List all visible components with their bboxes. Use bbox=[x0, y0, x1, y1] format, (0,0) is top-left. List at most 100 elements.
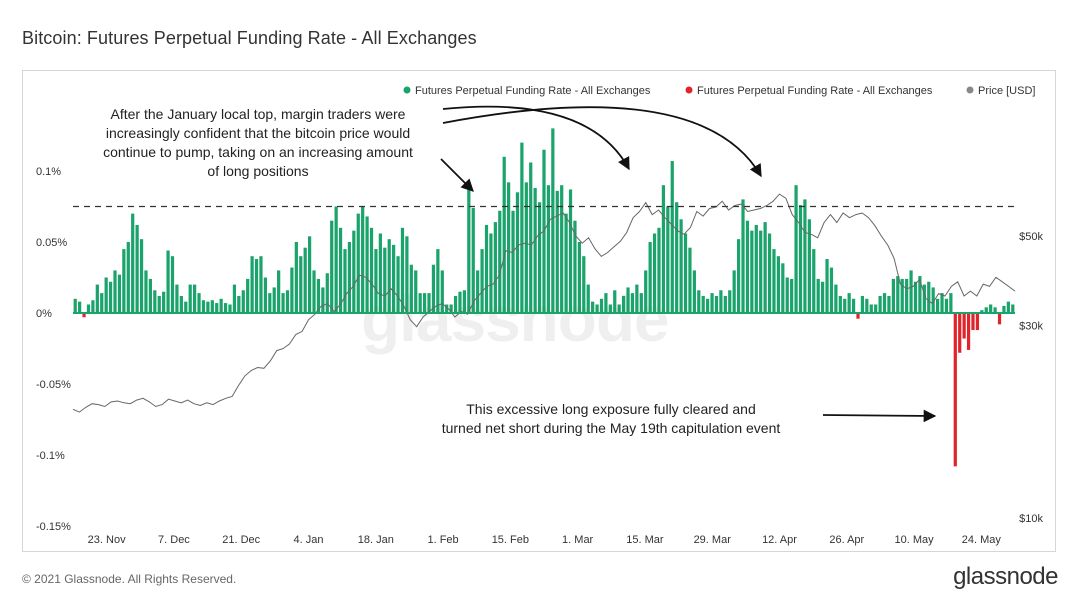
funding-rate-bar[interactable] bbox=[790, 278, 794, 313]
funding-rate-bar[interactable] bbox=[829, 267, 834, 313]
funding-rate-bar[interactable] bbox=[277, 270, 281, 313]
funding-rate-bar[interactable] bbox=[210, 300, 214, 313]
funding-rate-bar[interactable] bbox=[931, 287, 935, 313]
funding-rate-bar[interactable] bbox=[493, 222, 497, 313]
funding-rate-bar[interactable] bbox=[785, 277, 789, 314]
funding-rate-bar[interactable] bbox=[913, 281, 918, 313]
funding-rate-bar[interactable] bbox=[608, 304, 612, 313]
funding-rate-bar[interactable] bbox=[524, 182, 528, 313]
funding-rate-bar[interactable] bbox=[935, 298, 940, 313]
funding-rate-bar[interactable] bbox=[462, 290, 466, 313]
funding-rate-bar[interactable] bbox=[436, 249, 440, 313]
funding-rate-bar[interactable] bbox=[162, 291, 166, 313]
funding-rate-bar[interactable] bbox=[763, 222, 767, 313]
funding-rate-bar[interactable] bbox=[427, 293, 431, 313]
funding-rate-bar[interactable] bbox=[626, 287, 630, 313]
funding-rate-bar[interactable] bbox=[166, 250, 170, 313]
funding-rate-bar[interactable] bbox=[555, 190, 559, 313]
funding-rate-bar[interactable] bbox=[392, 244, 396, 313]
funding-rate-bar[interactable] bbox=[816, 278, 820, 313]
funding-rate-bar[interactable] bbox=[232, 284, 237, 313]
funding-rate-bar[interactable] bbox=[984, 307, 988, 313]
funding-rate-bar[interactable] bbox=[732, 270, 736, 313]
funding-rate-bar[interactable] bbox=[104, 277, 108, 314]
funding-rate-bar[interactable] bbox=[630, 293, 635, 313]
funding-rate-bar[interactable] bbox=[498, 210, 502, 313]
funding-rate-bar[interactable] bbox=[922, 284, 926, 313]
funding-rate-bar[interactable] bbox=[745, 220, 750, 313]
funding-rate-bar[interactable] bbox=[644, 270, 648, 313]
funding-rate-bar[interactable] bbox=[648, 242, 652, 313]
funding-rate-bar[interactable] bbox=[502, 156, 506, 313]
funding-rate-bar[interactable] bbox=[874, 304, 878, 313]
funding-rate-bar[interactable] bbox=[321, 287, 325, 313]
funding-rate-bar[interactable] bbox=[361, 206, 365, 314]
funding-rate-bar[interactable] bbox=[944, 298, 949, 313]
funding-rate-bar[interactable] bbox=[971, 313, 975, 331]
funding-rate-bar[interactable] bbox=[467, 185, 471, 313]
funding-rate-bar[interactable] bbox=[776, 256, 780, 313]
funding-rate-bar[interactable] bbox=[891, 278, 895, 313]
funding-rate-bar[interactable] bbox=[856, 313, 860, 319]
funding-rate-bar[interactable] bbox=[692, 270, 696, 313]
funding-rate-bar[interactable] bbox=[940, 293, 944, 313]
funding-rate-bar[interactable] bbox=[396, 256, 400, 313]
funding-rate-bar[interactable] bbox=[688, 247, 692, 313]
funding-rate-bar[interactable] bbox=[980, 310, 984, 313]
funding-rate-bar[interactable] bbox=[834, 284, 838, 313]
funding-rate-bar[interactable] bbox=[847, 293, 851, 313]
funding-rate-bar[interactable] bbox=[599, 298, 604, 313]
funding-rate-bar[interactable] bbox=[821, 281, 825, 313]
funding-rate-bar[interactable] bbox=[577, 242, 581, 313]
funding-rate-bar[interactable] bbox=[193, 284, 197, 313]
funding-rate-bar[interactable] bbox=[365, 216, 369, 313]
funding-rate-bar[interactable] bbox=[975, 313, 980, 331]
funding-rate-bar[interactable] bbox=[347, 242, 352, 313]
funding-rate-bar[interactable] bbox=[807, 219, 811, 313]
funding-rate-bar[interactable] bbox=[135, 224, 139, 313]
funding-rate-bar[interactable] bbox=[741, 199, 745, 313]
funding-rate-bar[interactable] bbox=[754, 224, 758, 313]
funding-rate-bar[interactable] bbox=[537, 202, 542, 313]
funding-rate-bar[interactable] bbox=[383, 247, 387, 313]
funding-rate-bar[interactable] bbox=[299, 256, 303, 313]
funding-rate-bar[interactable] bbox=[369, 227, 374, 313]
funding-rate-bar[interactable] bbox=[241, 290, 245, 313]
funding-rate-bar[interactable] bbox=[781, 263, 785, 313]
funding-rate-bar[interactable] bbox=[586, 284, 590, 313]
funding-rate-bar[interactable] bbox=[484, 224, 489, 313]
funding-rate-bar[interactable] bbox=[604, 293, 608, 313]
funding-rate-bar[interactable] bbox=[515, 192, 520, 313]
funding-rate-bar[interactable] bbox=[997, 313, 1002, 325]
funding-rate-bar[interactable] bbox=[838, 295, 842, 313]
funding-rate-bar[interactable] bbox=[113, 270, 117, 313]
funding-rate-bar[interactable] bbox=[206, 301, 210, 313]
funding-rate-bar[interactable] bbox=[126, 242, 130, 313]
funding-rate-bar[interactable] bbox=[414, 270, 418, 313]
funding-rate-bar[interactable] bbox=[268, 293, 272, 313]
funding-rate-bar[interactable] bbox=[949, 293, 953, 313]
funding-rate-bar[interactable] bbox=[453, 295, 458, 313]
funding-rate-bar[interactable] bbox=[582, 256, 586, 313]
funding-rate-bar[interactable] bbox=[312, 270, 316, 313]
funding-rate-bar[interactable] bbox=[661, 185, 666, 313]
funding-rate-bar[interactable] bbox=[869, 304, 873, 313]
funding-rate-bar[interactable] bbox=[197, 293, 201, 313]
funding-rate-bar[interactable] bbox=[82, 313, 86, 318]
funding-rate-bar[interactable] bbox=[409, 264, 413, 313]
funding-rate-bar[interactable] bbox=[1002, 305, 1006, 313]
funding-rate-bar[interactable] bbox=[719, 290, 723, 313]
funding-rate-bar[interactable] bbox=[489, 233, 493, 313]
price-line[interactable] bbox=[72, 193, 1016, 413]
funding-rate-bar[interactable] bbox=[803, 199, 807, 313]
funding-rate-bar[interactable] bbox=[882, 293, 887, 313]
funding-rate-bar[interactable] bbox=[918, 276, 922, 313]
funding-rate-bar[interactable] bbox=[794, 185, 798, 313]
funding-rate-bar[interactable] bbox=[520, 142, 524, 313]
funding-rate-bar[interactable] bbox=[989, 304, 993, 313]
funding-rate-bar[interactable] bbox=[657, 227, 661, 313]
funding-rate-bar[interactable] bbox=[330, 220, 334, 313]
funding-rate-bar[interactable] bbox=[533, 188, 537, 313]
funding-rate-bar[interactable] bbox=[825, 259, 829, 313]
funding-rate-bar[interactable] bbox=[228, 304, 232, 313]
